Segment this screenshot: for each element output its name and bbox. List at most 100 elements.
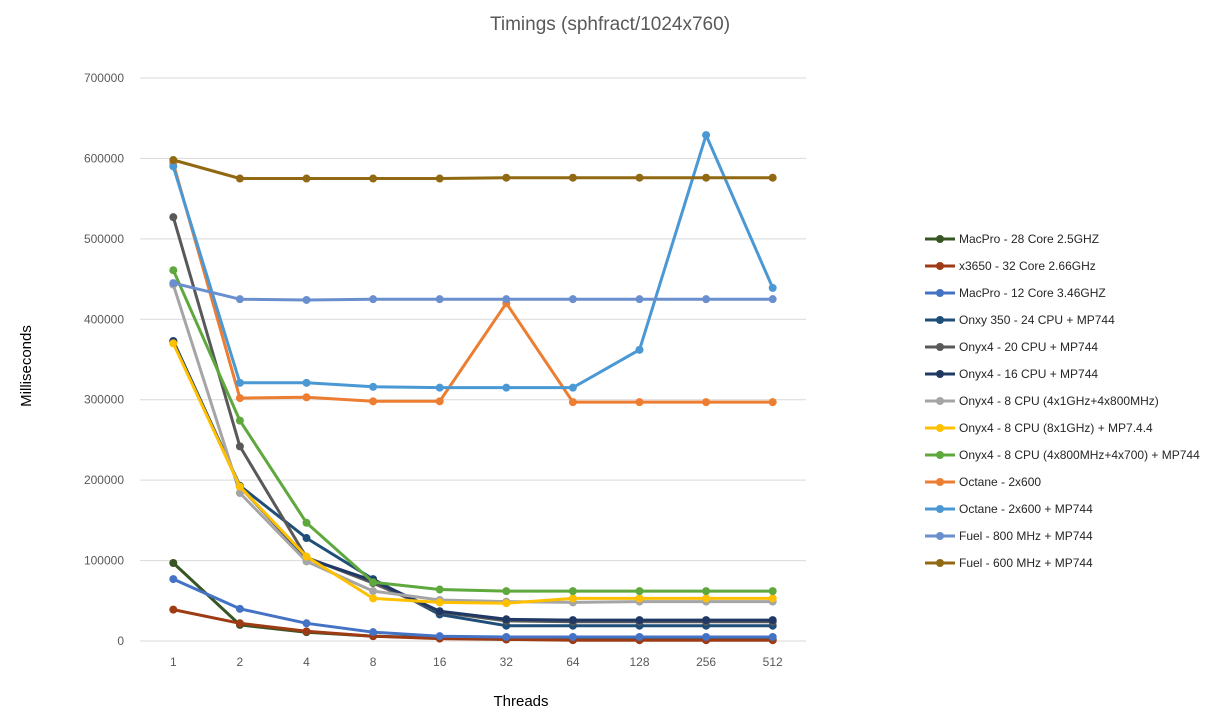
legend-swatch-marker — [936, 532, 944, 540]
data-point — [302, 378, 311, 387]
series-12 — [169, 156, 777, 183]
data-point — [302, 295, 311, 304]
y-tick-label: 400000 — [84, 312, 124, 326]
data-point — [635, 594, 644, 603]
data-point — [568, 587, 577, 596]
series-line — [171, 161, 775, 404]
data-point — [235, 442, 244, 451]
legend-label: Fuel - 600 MHz + MP744 — [959, 556, 1093, 570]
legend-label: Onyx4 - 8 CPU (4x1GHz+4x800MHz) — [959, 394, 1159, 408]
y-tick-label: 100000 — [84, 554, 124, 568]
data-point — [235, 619, 244, 628]
legend-swatch-marker — [936, 316, 944, 324]
data-point — [502, 173, 511, 182]
legend-swatch-marker — [936, 289, 944, 297]
data-point — [169, 156, 178, 165]
data-point — [635, 345, 644, 354]
data-point — [768, 587, 777, 596]
series-7 — [169, 339, 777, 608]
series-line — [171, 133, 775, 390]
data-point — [369, 382, 378, 391]
data-point — [702, 131, 711, 140]
data-point — [369, 295, 378, 304]
data-point — [768, 398, 777, 407]
legend-label: Fuel - 800 MHz + MP744 — [959, 529, 1093, 543]
data-point — [568, 616, 577, 625]
data-point — [302, 174, 311, 183]
legend-swatch-marker — [936, 262, 944, 270]
series-lines — [169, 131, 777, 645]
legend-label: Onxy 350 - 24 CPU + MP744 — [959, 313, 1115, 327]
data-point — [635, 295, 644, 304]
x-tick-label: 16 — [433, 655, 447, 669]
legend-swatch-marker — [936, 505, 944, 513]
data-point — [169, 213, 178, 222]
data-point — [435, 295, 444, 304]
data-point — [235, 489, 244, 498]
data-point — [369, 628, 378, 637]
data-point — [768, 594, 777, 603]
data-point — [369, 578, 378, 587]
data-point — [169, 575, 178, 584]
x-tick-label: 128 — [629, 655, 649, 669]
data-point — [768, 283, 777, 292]
y-axis-title: Milliseconds — [18, 325, 35, 407]
legend: MacPro - 28 Core 2.5GHZ x3650 - 32 Core 2… — [925, 232, 1200, 570]
legend-item: Onyx4 - 8 CPU (4x800MHz+4x700) + MP744 — [925, 448, 1200, 462]
data-point — [702, 632, 711, 641]
series-2 — [169, 575, 777, 641]
chart-title: Timings (sphfract/1024x760) — [490, 14, 730, 35]
data-point — [702, 173, 711, 182]
legend-swatch-marker — [936, 235, 944, 243]
data-point — [302, 393, 311, 402]
series-line — [171, 577, 775, 639]
legend-label: Octane - 2x600 — [959, 475, 1041, 489]
data-point — [702, 616, 711, 625]
data-point — [169, 162, 178, 171]
data-point — [635, 616, 644, 625]
legend-swatch-marker — [936, 451, 944, 459]
series-8 — [169, 266, 777, 596]
y-tick-label: 300000 — [84, 393, 124, 407]
data-point — [302, 619, 311, 628]
y-tick-label: 500000 — [84, 232, 124, 246]
y-tick-label: 700000 — [84, 71, 124, 85]
data-point — [635, 632, 644, 641]
data-point — [702, 398, 711, 407]
data-point — [435, 632, 444, 641]
y-axis-ticks: 0 100000 200000 300000 400000 500000 600000 700… — [84, 71, 124, 648]
x-tick-label: 256 — [696, 655, 716, 669]
legend-swatch-marker — [936, 397, 944, 405]
x-axis-ticks: 1 2 4 8 16 32 64 128 256 512 — [170, 655, 783, 669]
legend-item: Onyx4 - 8 CPU (8x1GHz) + MP7.4.4 — [925, 421, 1153, 435]
x-tick-label: 2 — [237, 655, 244, 669]
data-point — [635, 398, 644, 407]
data-point — [169, 339, 178, 348]
series-4 — [169, 213, 777, 626]
data-point — [235, 416, 244, 425]
x-tick-label: 512 — [763, 655, 783, 669]
data-point — [768, 173, 777, 182]
legend-label: MacPro - 12 Core 3.46GHZ — [959, 286, 1106, 300]
data-point — [502, 632, 511, 641]
data-point — [768, 632, 777, 641]
data-point — [169, 605, 178, 614]
y-tick-label: 0 — [117, 634, 124, 648]
series-line — [171, 608, 775, 642]
series-line — [171, 283, 775, 604]
data-point — [502, 615, 511, 624]
series-line — [171, 281, 775, 302]
data-point — [302, 534, 311, 543]
data-point — [635, 587, 644, 596]
data-point — [568, 173, 577, 182]
data-point — [768, 295, 777, 304]
legend-item: Onyx4 - 8 CPU (4x1GHz+4x800MHz) — [925, 394, 1159, 408]
data-point — [435, 607, 444, 616]
legend-item: Octane - 2x600 — [925, 475, 1041, 489]
data-point — [369, 174, 378, 183]
data-point — [235, 482, 244, 491]
data-point — [568, 295, 577, 304]
legend-item: Fuel - 600 MHz + MP744 — [925, 556, 1093, 570]
data-point — [369, 587, 378, 596]
